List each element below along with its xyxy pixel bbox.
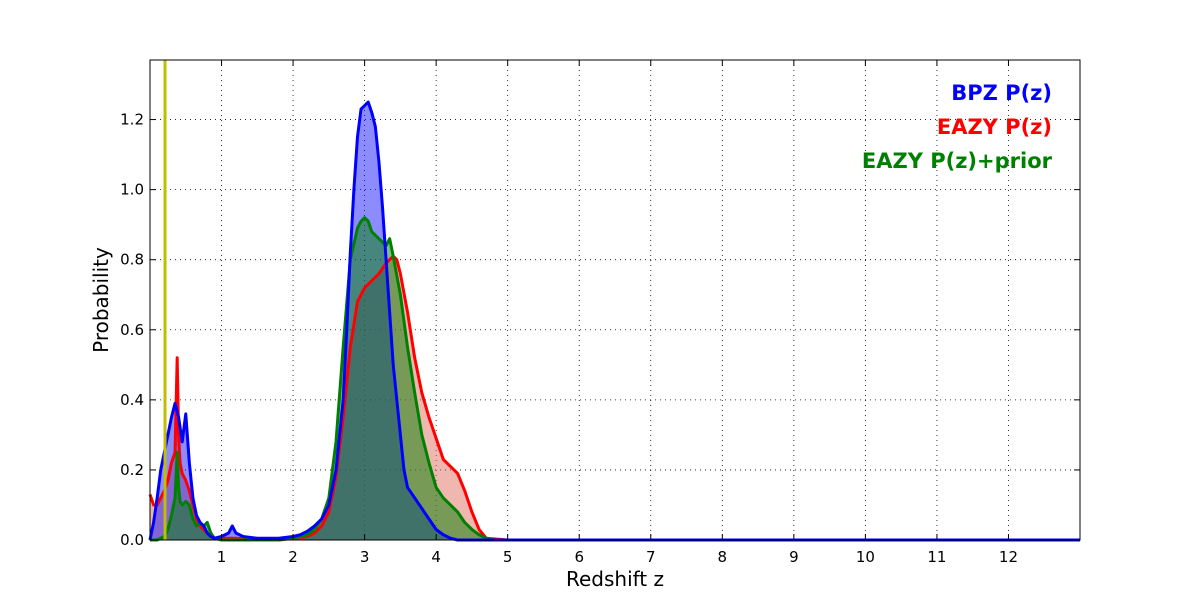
x-tick-label: 7 (646, 548, 656, 566)
legend-entry-bpz: BPZ P(z) (951, 81, 1052, 105)
series-line-0 (148, 100, 1080, 542)
series-line-2 (150, 216, 1080, 542)
x-tick-label: 8 (718, 548, 728, 566)
x-tick-label: 9 (789, 548, 799, 566)
y-tick-label: 0.6 (120, 321, 144, 339)
grid (150, 60, 1080, 541)
plot-frame (149, 59, 1081, 541)
series-fill-2 (150, 217, 1080, 540)
y-tick-label: 0.8 (120, 251, 144, 269)
x-tick-label: 3 (360, 548, 370, 566)
series-lines (148, 100, 1080, 542)
x-tick-label: 10 (856, 548, 875, 566)
axis-ticks: 1 2 3 4 5 6 7 8 9 10 11 120.00.20.40.60.81.01.2 (120, 60, 1080, 566)
y-tick-label: 0.0 (120, 531, 144, 549)
legend-entry-eazy-prior: EAZY P(z)+prior (862, 149, 1053, 173)
x-axis-label: Redshift z (566, 567, 664, 591)
y-tick-label: 0.2 (120, 461, 144, 479)
x-tick-label: 1 (217, 548, 227, 566)
x-tick-label: 12 (999, 548, 1018, 566)
y-axis-label: Probability (89, 247, 113, 353)
x-tick-label: 2 (288, 548, 298, 566)
legend: BPZ P(z) EAZY P(z) EAZY P(z)+prior (862, 81, 1053, 173)
x-tick-label: 4 (431, 548, 441, 566)
legend-entry-eazy: EAZY P(z) (937, 115, 1052, 139)
x-tick-label: 5 (503, 548, 513, 566)
x-tick-label: 6 (574, 548, 584, 566)
y-tick-label: 1.2 (120, 111, 144, 129)
x-tick-label: 11 (927, 548, 946, 566)
y-tick-label: 0.4 (120, 391, 144, 409)
series-line-1 (148, 254, 1080, 542)
y-tick-label: 1.0 (120, 181, 144, 199)
